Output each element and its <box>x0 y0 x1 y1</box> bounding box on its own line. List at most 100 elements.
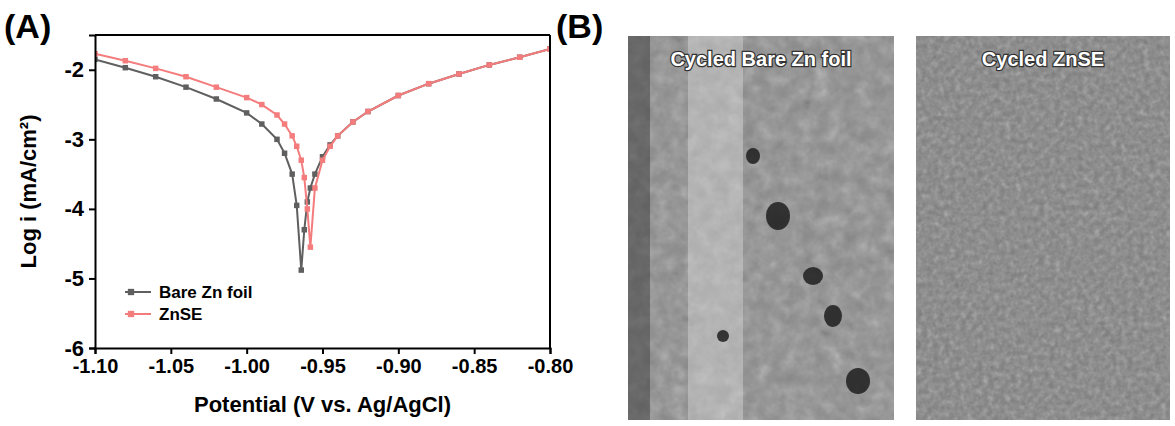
series-marker <box>305 206 310 211</box>
x-tick-label: -0.80 <box>528 355 574 377</box>
series-marker <box>312 185 317 190</box>
y-tick-label: -2 <box>64 57 84 82</box>
series-marker <box>123 58 128 63</box>
x-tick-label: -1.05 <box>149 355 195 377</box>
x-tick-label: -1.00 <box>224 355 270 377</box>
x-tick: -0.80 <box>528 348 574 377</box>
series-marker <box>183 84 188 89</box>
photo-highlight <box>688 36 743 420</box>
x-axis-title: Potential (V vs. Ag/AgCl) <box>194 392 451 417</box>
plot-marks <box>95 46 550 273</box>
series-marker <box>327 144 332 149</box>
photo-spot <box>717 330 729 342</box>
x-tick: -0.90 <box>376 348 422 377</box>
legend: Bare Zn foilZnSE <box>125 283 253 324</box>
series-marker <box>426 81 431 86</box>
photo <box>628 36 894 420</box>
series-marker <box>289 171 294 176</box>
series-marker <box>294 144 299 149</box>
series-marker <box>244 95 249 100</box>
series-marker <box>282 121 287 126</box>
series-marker <box>123 65 128 70</box>
y-tick-label: -3 <box>64 127 84 152</box>
series-marker <box>244 110 249 115</box>
series-marker <box>302 175 307 180</box>
series-marker <box>487 62 492 67</box>
x-tick-mark <box>246 348 248 354</box>
series-line <box>95 49 550 270</box>
x-tick-mark <box>398 348 400 354</box>
photo-spot <box>766 202 790 230</box>
photo-spot <box>746 148 760 164</box>
y-tick: -5 <box>64 266 95 291</box>
series-marker <box>214 96 219 101</box>
series-marker <box>294 203 299 208</box>
x-tick-label: -0.90 <box>376 355 422 377</box>
series-marker <box>456 71 461 76</box>
series-marker <box>365 109 370 114</box>
series-marker <box>274 112 279 117</box>
photo-spot <box>824 305 842 327</box>
y-tick-mark <box>89 139 95 141</box>
series-marker <box>350 119 355 124</box>
photo-spot <box>803 267 823 285</box>
y-tick-mark <box>89 208 95 210</box>
series-marker <box>517 55 522 60</box>
series-marker <box>302 227 307 232</box>
photo-spot <box>846 368 870 394</box>
photo-label: Cycled ZnSE <box>982 48 1104 70</box>
panel-label: (B) <box>556 7 603 45</box>
series-marker <box>517 55 522 60</box>
y-tick: -4 <box>64 196 95 221</box>
series-marker <box>426 81 431 86</box>
photo-shadow <box>628 36 650 420</box>
series-marker <box>274 137 279 142</box>
x-tick-mark <box>170 348 172 354</box>
x-axis-line <box>96 349 551 355</box>
y-axis: -6 -5 -4 -3 -2 <box>64 36 95 361</box>
y-tick-mark <box>89 348 95 350</box>
x-tick: -0.85 <box>452 348 498 377</box>
series-marker <box>153 74 158 79</box>
series-marker <box>487 62 492 67</box>
x-tick: -1.05 <box>149 348 195 377</box>
y-axis-line <box>89 36 96 349</box>
x-tick-mark <box>550 348 552 354</box>
photo-label: Cycled Bare Zn foil <box>670 48 851 70</box>
series-marker <box>320 157 325 162</box>
series-marker <box>396 93 401 98</box>
series-marker <box>299 157 304 162</box>
figure: -1.10-1.05-1.00-0.95-0.90-0.85-0.80-6-5-… <box>0 0 1175 426</box>
legend-label: ZnSE <box>159 305 202 324</box>
series-marker <box>153 66 158 71</box>
legend-marker <box>128 311 134 317</box>
y-tick-label: -6 <box>64 336 84 361</box>
series-marker <box>282 151 287 156</box>
photo-ground <box>916 36 1170 420</box>
plot-frame <box>549 35 551 348</box>
series-marker <box>335 133 340 138</box>
series-marker <box>259 102 264 107</box>
y-tick-mark <box>89 278 95 280</box>
panel-label: (A) <box>4 7 51 45</box>
x-tick: -1.00 <box>224 348 270 377</box>
series-marker <box>183 74 188 79</box>
series-marker <box>396 93 401 98</box>
series-marker <box>312 171 317 176</box>
series-marker <box>259 121 264 126</box>
photo-ground <box>628 36 894 420</box>
photo-texture <box>916 36 1170 420</box>
x-tick: -0.95 <box>300 348 346 377</box>
series-marker <box>214 84 219 89</box>
x-tick-mark <box>474 348 476 354</box>
photo-texture <box>628 36 894 420</box>
plot-frame <box>95 34 550 36</box>
y-tick: -3 <box>64 127 95 152</box>
x-axis: -1.10-1.05-1.00-0.95-0.90-0.85-0.80 <box>73 348 574 377</box>
series-marker <box>308 244 313 249</box>
series-marker <box>350 119 355 124</box>
y-tick: -6 <box>64 336 95 361</box>
series-marker <box>289 133 294 138</box>
legend-marker <box>128 289 134 295</box>
series-marker <box>456 71 461 76</box>
